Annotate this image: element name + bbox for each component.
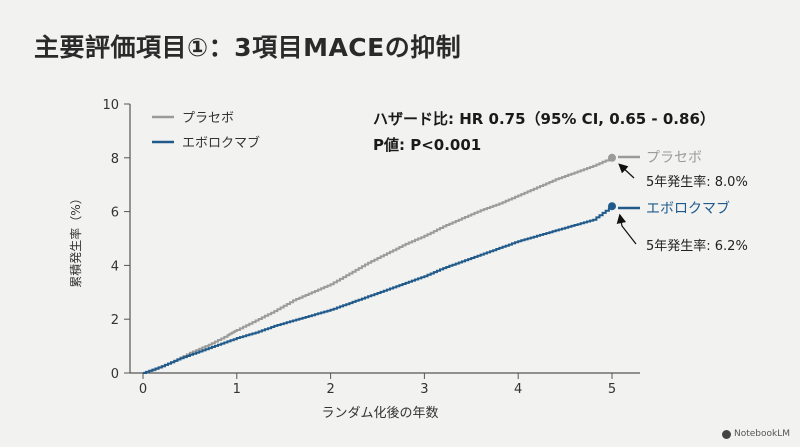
notebooklm-watermark: NotebookLM [721, 429, 790, 439]
y-tick-label: 0 [111, 367, 119, 382]
evolocumab-end-label: エボロクマブ [646, 200, 730, 217]
placebo-annotation: 5年発生率: 8.0% [646, 174, 748, 190]
y-tick-label: 2 [111, 313, 119, 328]
x-tick-label: 3 [420, 382, 428, 397]
x-tick-label: 4 [514, 382, 522, 397]
legend-label-evolocumab: エボロクマブ [182, 135, 260, 151]
p-value-text: P値: P<0.001 [373, 136, 481, 154]
legend-label-placebo: プラセボ [182, 111, 234, 126]
slide-title: 主要評価項目①：3項目MACEの抑制 [34, 33, 462, 62]
x-ticks: 0 1 2 3 4 5 [139, 373, 616, 397]
x-tick-label: 1 [233, 382, 241, 397]
evolocumab-annotation: 5年発生率: 6.2% [646, 238, 748, 254]
placebo-annotation-arrow [618, 163, 635, 179]
notebooklm-logo-icon [721, 429, 731, 439]
legend: プラセボ エボロクマブ [152, 111, 260, 151]
series-line-0 [143, 157, 613, 374]
series-endpoint-1 [608, 202, 616, 211]
evolocumab-annotation-arrow [616, 213, 637, 245]
y-tick-label: 6 [111, 206, 119, 221]
watermark-text: NotebookLM [733, 429, 790, 439]
x-axis-label: ランダム化後の年数 [321, 406, 438, 421]
hazard-ratio-text: ハザード比: HR 0.75（95% CI, 0.65 - 0.86） [373, 110, 715, 128]
series-line-1 [143, 206, 613, 374]
x-tick-label: 2 [326, 382, 334, 397]
y-tick-label: 8 [111, 152, 119, 167]
y-ticks: 0 2 4 6 8 10 [102, 98, 130, 382]
series-endpoint-0 [608, 153, 616, 162]
series-lines [143, 153, 616, 374]
x-tick-label: 5 [608, 382, 616, 397]
x-tick-label: 0 [139, 382, 147, 397]
y-tick-label: 10 [102, 98, 119, 113]
placebo-end-label: プラセボ [646, 150, 702, 166]
y-tick-label: 4 [111, 259, 119, 274]
y-axis-label: 累積発生率（%） [68, 192, 83, 287]
